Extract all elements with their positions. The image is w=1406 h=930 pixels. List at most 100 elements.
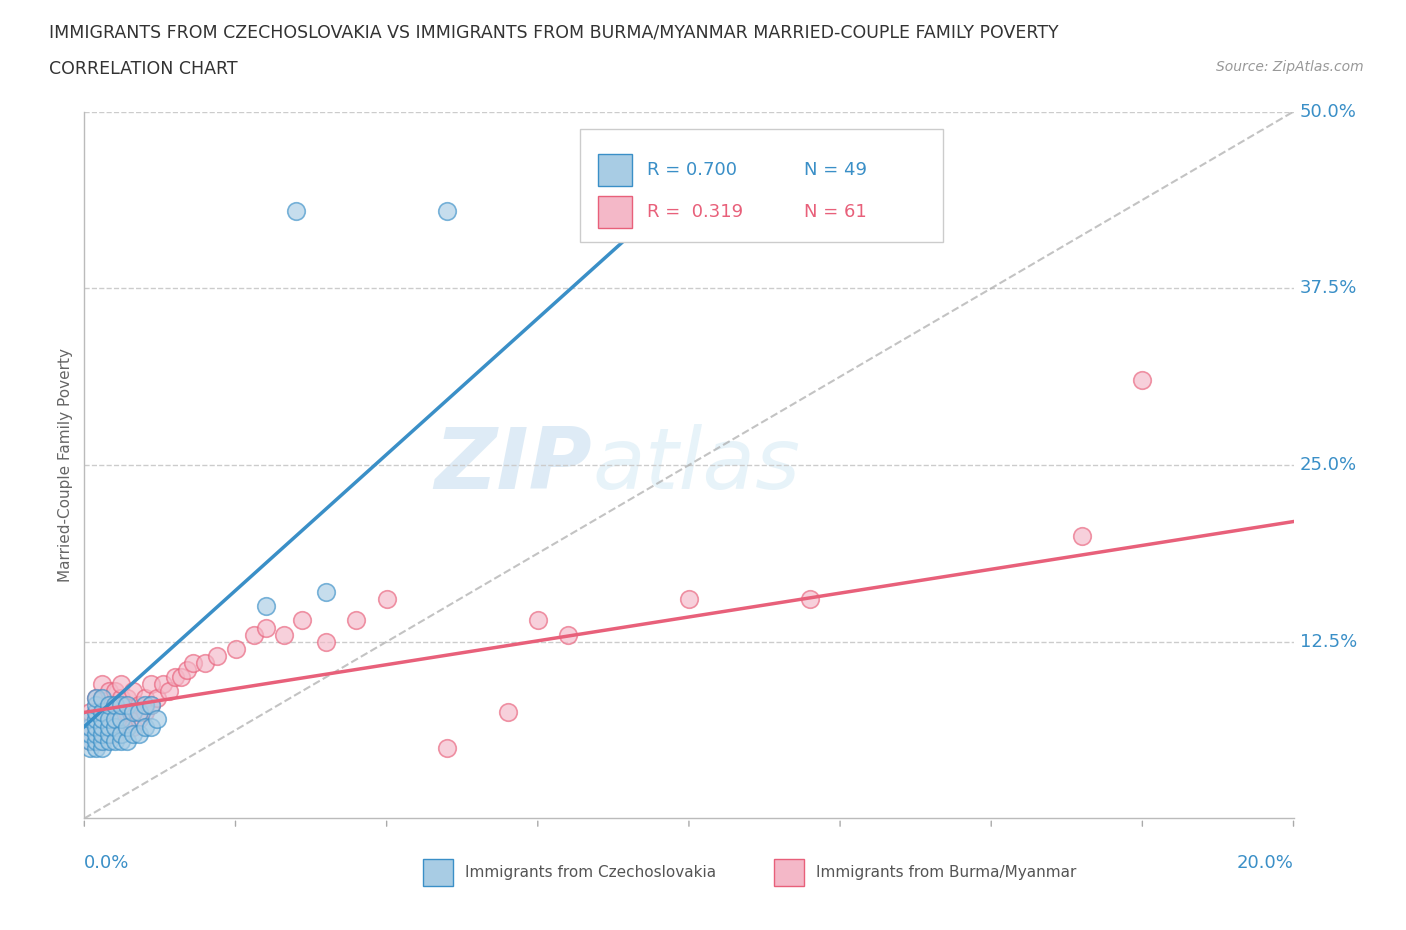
Point	[91, 677, 114, 692]
Point	[315, 585, 337, 600]
Point	[86, 719, 108, 734]
Text: N = 49: N = 49	[804, 161, 868, 179]
Text: Immigrants from Burma/Myanmar: Immigrants from Burma/Myanmar	[815, 865, 1076, 881]
Point	[110, 719, 132, 734]
Point	[104, 712, 127, 727]
Point	[104, 698, 127, 712]
Point	[110, 705, 132, 720]
Point	[346, 613, 368, 628]
Point	[375, 591, 398, 606]
Point	[139, 719, 162, 734]
Point	[86, 691, 108, 706]
Point	[110, 677, 132, 692]
Bar	[599, 196, 633, 228]
Text: atlas: atlas	[592, 423, 800, 507]
Point	[97, 712, 120, 727]
Point	[115, 719, 138, 734]
Point	[91, 726, 114, 741]
Point	[86, 712, 108, 727]
Point	[115, 733, 138, 748]
Point	[134, 719, 156, 734]
Point	[527, 613, 550, 628]
Point	[121, 726, 143, 741]
Point	[121, 705, 143, 720]
Point	[97, 698, 120, 712]
Point	[1071, 528, 1094, 543]
Text: R =  0.319: R = 0.319	[647, 203, 742, 221]
Point	[1130, 373, 1153, 388]
Point	[128, 712, 150, 727]
Bar	[599, 154, 633, 186]
Point	[79, 712, 101, 727]
Point	[176, 662, 198, 677]
Point	[86, 740, 108, 755]
Point	[121, 705, 143, 720]
Point	[146, 691, 169, 706]
Bar	[773, 858, 804, 885]
Point	[86, 719, 108, 734]
Text: 50.0%: 50.0%	[1299, 102, 1357, 121]
Point	[97, 733, 120, 748]
Point	[86, 698, 108, 712]
Point	[104, 712, 127, 727]
Point	[170, 670, 193, 684]
Point	[86, 733, 108, 748]
Point	[115, 698, 138, 712]
Text: 37.5%: 37.5%	[1299, 279, 1357, 298]
Point	[273, 627, 295, 642]
Point	[97, 712, 120, 727]
Point	[91, 719, 114, 734]
Point	[128, 705, 150, 720]
Point	[79, 705, 101, 720]
Point	[110, 698, 132, 712]
Point	[115, 705, 138, 720]
Point	[79, 733, 101, 748]
Point	[110, 726, 132, 741]
Point	[128, 726, 150, 741]
Point	[134, 705, 156, 720]
Point	[91, 733, 114, 748]
Point	[91, 691, 114, 706]
Point	[91, 705, 114, 720]
Point	[97, 726, 120, 741]
Text: Source: ZipAtlas.com: Source: ZipAtlas.com	[1216, 60, 1364, 74]
Point	[436, 740, 458, 755]
Point	[225, 642, 247, 657]
Point	[91, 712, 114, 727]
Point	[134, 698, 156, 712]
Text: 25.0%: 25.0%	[1299, 456, 1357, 474]
Point	[496, 705, 519, 720]
Point	[139, 677, 162, 692]
Text: 0.0%: 0.0%	[84, 854, 129, 871]
Point	[254, 599, 277, 614]
Point	[86, 691, 108, 706]
Point	[115, 719, 138, 734]
Point	[139, 698, 162, 712]
Point	[121, 719, 143, 734]
Point	[91, 705, 114, 720]
Point	[86, 733, 108, 748]
Point	[79, 719, 101, 734]
Point	[86, 705, 108, 720]
Point	[104, 719, 127, 734]
Point	[139, 698, 162, 712]
Point	[291, 613, 314, 628]
Point	[91, 733, 114, 748]
Point	[557, 627, 579, 642]
Point	[91, 740, 114, 755]
Point	[152, 677, 174, 692]
Point	[121, 684, 143, 698]
Point	[436, 203, 458, 218]
Point	[79, 733, 101, 748]
Point	[194, 656, 217, 671]
Point	[157, 684, 180, 698]
Text: 12.5%: 12.5%	[1299, 632, 1357, 651]
Point	[134, 691, 156, 706]
Point	[128, 698, 150, 712]
Point	[285, 203, 308, 218]
Point	[79, 740, 101, 755]
Point	[799, 591, 821, 606]
Point	[86, 705, 108, 720]
Text: 20.0%: 20.0%	[1237, 854, 1294, 871]
Point	[104, 698, 127, 712]
